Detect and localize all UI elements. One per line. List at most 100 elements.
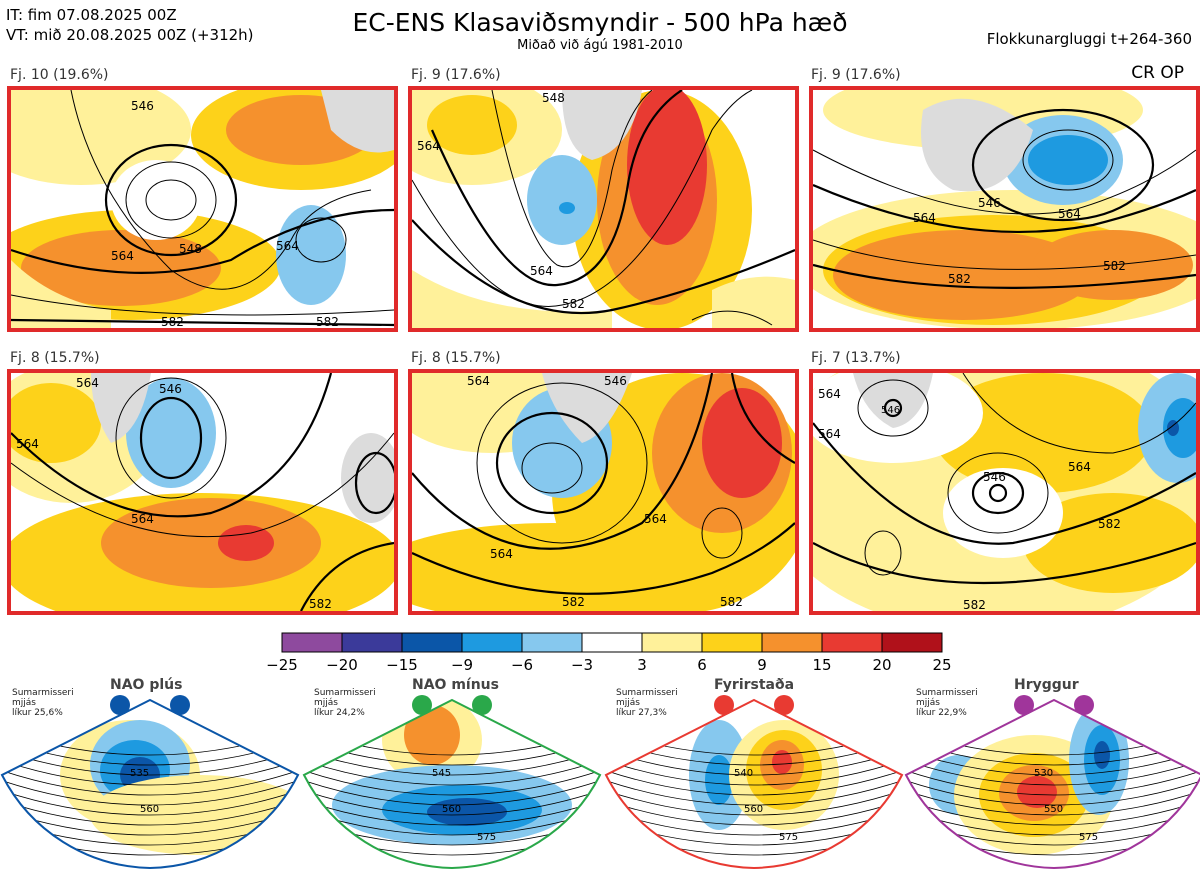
contour [300, 541, 394, 611]
panel-label-5: Fj. 8 (15.7%) [411, 350, 501, 366]
regime-contour [2, 759, 298, 786]
regime-info: Sumarmisseri mjjás líkur 25,6% [12, 688, 74, 718]
contour [11, 432, 394, 538]
land-greenland [91, 373, 151, 443]
regime-contour [906, 779, 1200, 806]
contour [412, 219, 795, 315]
contour [1022, 129, 1114, 191]
cluster-map-4: 564 546 564 564 582 [7, 369, 398, 615]
anomaly-negative-strong [1028, 135, 1108, 185]
contour-label: 564 [467, 374, 490, 388]
contour [813, 422, 1196, 545]
contour-label: 548 [542, 91, 565, 105]
colorbar-tick-label: 9 [757, 656, 767, 674]
panel-label-4: Fj. 8 (15.7%) [10, 350, 100, 366]
anomaly-positive [1023, 493, 1196, 593]
anomaly-positive-max [218, 525, 274, 561]
contour-label: 582 [1103, 259, 1126, 273]
regime-info-line: mjjás [12, 698, 36, 708]
contour [495, 411, 609, 515]
regime-contour-label: 560 [140, 804, 159, 815]
contour [813, 263, 1196, 289]
regime-marker-dot [412, 695, 432, 715]
colorbar-tick-label: −25 [266, 656, 298, 674]
contour-label: 546 [983, 470, 1006, 484]
regime-info: Sumarmisseri mjjás líkur 27,3% [616, 688, 678, 718]
regime-contour-label: 550 [1044, 804, 1063, 815]
colorbar-swatch [581, 632, 643, 653]
contour [295, 217, 347, 263]
contour-label: 564 [16, 437, 39, 451]
regime-contour [2, 809, 298, 836]
anomaly-positive-strong [21, 230, 221, 306]
contour-label: 564 [530, 264, 553, 278]
regime-contour [906, 809, 1200, 836]
contour-label: 582 [316, 315, 339, 328]
regime-marker-dot [170, 695, 190, 715]
regime-contour [906, 799, 1200, 826]
cluster-map-3: 546 564 564 582 582 [809, 86, 1200, 332]
contour [70, 90, 372, 290]
regime-marker-dot [1074, 695, 1094, 715]
regime-contour [606, 799, 902, 826]
contour-label: 564 [913, 211, 936, 225]
regime-contour [606, 809, 902, 836]
regime-marker-dot [714, 695, 734, 715]
regime-contour [304, 809, 600, 836]
valid-time: VT: mið 20.08.2025 00Z (+312h) [6, 26, 254, 44]
regime-info-line: Sumarmisseri [916, 688, 978, 698]
colorbar-tick-label: −20 [326, 656, 358, 674]
regime-contour [304, 789, 600, 816]
contour-label: 564 [1068, 460, 1091, 474]
colorbar-swatch [401, 632, 463, 653]
regime-contour-label: 560 [442, 804, 461, 815]
regime-outline [0, 698, 300, 870]
regime-contour [606, 759, 902, 786]
panel-label-2: Fj. 9 (17.6%) [411, 67, 501, 83]
contour [412, 522, 795, 595]
contour [988, 483, 1008, 503]
contour-label: 564 [417, 139, 440, 153]
colorbar-swatch [881, 632, 943, 653]
regime-contour [606, 749, 902, 776]
contour-label: 582 [562, 297, 585, 311]
colorbar-swatch [761, 632, 823, 653]
header-dates: IT: fim 07.08.2025 00Z VT: mið 20.08.202… [6, 5, 254, 45]
contour [857, 379, 929, 437]
regime-contour-label: 545 [432, 768, 451, 779]
chart-subtitle: Miðað við ágú 1981-2010 [517, 38, 683, 53]
colorbar-swatch [701, 632, 763, 653]
land-greenland [542, 373, 632, 443]
regime-outline [302, 698, 602, 870]
anomaly-negative [126, 378, 216, 488]
regime-contour [2, 749, 298, 776]
regime-map: 535 560 [0, 695, 300, 870]
anomaly-positive-weak [712, 276, 795, 328]
regime-contour [2, 789, 298, 816]
regime-contour [304, 769, 600, 796]
colorbar-tick-label: 20 [872, 656, 892, 674]
contour-label: 548 [179, 242, 202, 256]
cluster-map-2: 548 564 564 582 [408, 86, 799, 332]
regime-info-line: líkur 22,9% [916, 708, 967, 718]
regime-anomaly [705, 755, 733, 805]
contour-label: 564 [818, 387, 841, 401]
contour-label: 546 [159, 382, 182, 396]
regime-contour [304, 759, 600, 786]
contour [11, 294, 394, 316]
contour-label: 546 [881, 405, 900, 416]
colorbar-tick-label: −3 [570, 656, 594, 674]
contour-label: 582 [948, 272, 971, 286]
regime-anomaly [404, 705, 460, 765]
regime-contour [304, 779, 600, 806]
land-norway [341, 433, 394, 523]
contour-label: 564 [276, 239, 299, 253]
contour [412, 373, 714, 550]
anomaly-negative [276, 205, 346, 305]
contour [864, 530, 902, 576]
contour [104, 143, 238, 257]
contour [11, 373, 333, 518]
contour-label: 564 [644, 512, 667, 526]
regime-info-line: mjjás [916, 698, 940, 708]
regime-contour-label: 540 [734, 768, 753, 779]
